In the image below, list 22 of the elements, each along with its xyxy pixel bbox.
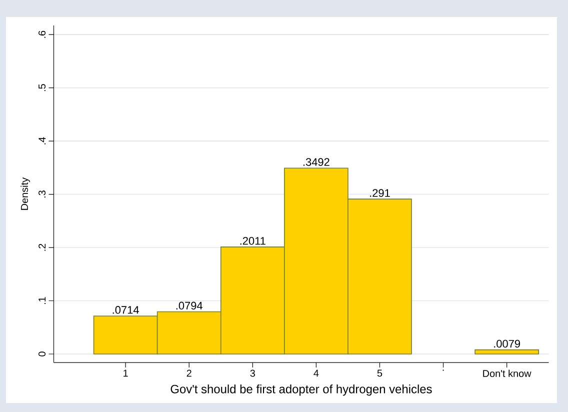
x-tick-label: 3 <box>250 370 255 377</box>
x-tick-label: Don't know <box>483 370 532 378</box>
data-label: .291 <box>370 189 390 197</box>
data-label: .2011 <box>240 236 266 245</box>
data-label: .0794 <box>176 302 202 310</box>
data-label: .0714 <box>112 306 139 314</box>
x-axis-title: Gov't should be first adopter of hydrogen vehicles <box>170 384 432 396</box>
y-tick-label: .5 <box>38 84 46 92</box>
y-tick-label: .4 <box>38 137 46 144</box>
x-tick-label: 1 <box>124 370 128 377</box>
y-tick-label: .2 <box>38 244 46 251</box>
y-tick-label: 0 <box>38 352 46 356</box>
y-tick-label: .1 <box>38 297 46 304</box>
x-tick-label: 5 <box>377 370 382 377</box>
y-axis-title: Density <box>20 177 30 210</box>
x-tick-label: . <box>442 370 444 371</box>
y-tick-label: .6 <box>38 30 46 38</box>
y-tick-label: .3 <box>38 190 46 198</box>
x-tick-label: 2 <box>186 370 192 377</box>
data-label: .0079 <box>494 340 520 348</box>
data-label: .3492 <box>303 158 330 166</box>
x-tick-label: 4 <box>314 370 319 377</box>
